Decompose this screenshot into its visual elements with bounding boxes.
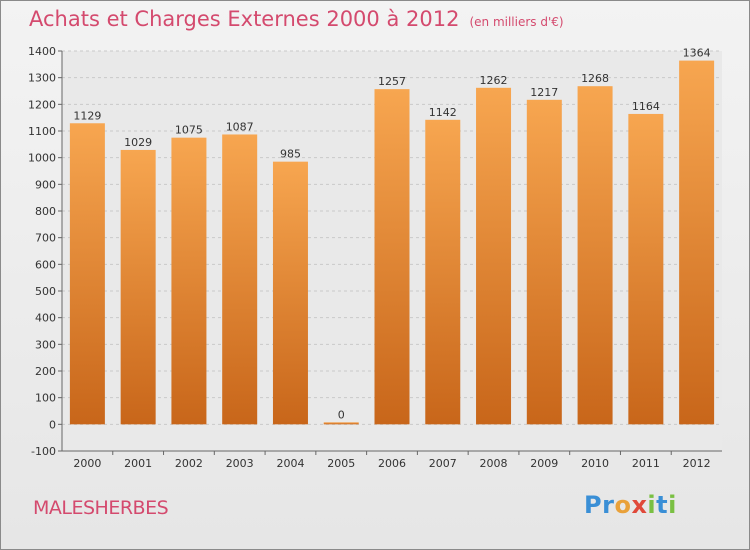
y-tick-label: 1300 [28,72,56,85]
y-tick-label: 300 [35,338,56,351]
y-tick-label: 100 [35,392,56,405]
y-tick-label: 0 [49,418,56,431]
bar [222,134,258,425]
x-tick-label: 2003 [226,457,254,470]
logo-letter: x [631,491,648,519]
x-tick-label: 2010 [581,457,609,470]
logo-letter: P [584,491,603,519]
bar-value-label: 1262 [480,74,508,87]
x-tick-label: 2008 [480,457,508,470]
y-tick-label: 200 [35,365,56,378]
commune-name: MALESHERBES [33,497,169,519]
bar-value-label: 1164 [632,100,660,113]
bar-value-label: 1129 [73,109,101,122]
bar-value-label: 1217 [530,86,558,99]
x-tick-label: 2002 [175,457,203,470]
y-tick-label: 1400 [28,45,56,58]
x-tick-label: 2006 [378,457,406,470]
bar-value-label: 1087 [226,120,254,133]
x-tick-label: 2000 [73,457,101,470]
bar [476,87,512,425]
logo-letter: o [614,491,632,519]
bar-value-label: 985 [280,148,301,161]
bar-value-label: 1075 [175,124,203,137]
bar-value-label: 1268 [581,72,609,85]
bar [69,123,105,425]
y-tick-label: 1100 [28,125,56,138]
y-tick-label: -100 [31,445,56,458]
logo-letter: r [602,491,615,519]
bar [374,89,410,425]
x-tick-label: 2012 [683,457,711,470]
y-tick-label: 500 [35,285,56,298]
y-tick-label: 600 [35,258,56,271]
bar-value-label: 1364 [683,47,711,60]
bar-value-label: 1257 [378,75,406,88]
logo-letter: i [668,491,677,519]
chart-title: Achats et Charges Externes 2000 à 2012 (e… [29,7,564,31]
x-tick-label: 2004 [276,457,304,470]
bar [272,161,308,425]
bar [171,137,207,425]
logo-letter: i [647,491,657,519]
logo-letter: t [656,491,669,519]
y-tick-label: 1200 [28,98,56,111]
bar [120,149,156,425]
bar [323,422,359,425]
y-tick-label: 400 [35,312,56,325]
y-tick-label: 900 [35,178,56,191]
bar-value-label: 1029 [124,136,152,149]
x-tick-label: 2001 [124,457,152,470]
y-tick-label: 700 [35,232,56,245]
proxiti-logo: Proxiti [584,491,677,519]
bar-value-label: 0 [338,408,345,421]
bar [679,60,715,425]
x-tick-label: 2007 [429,457,457,470]
x-tick-label: 2011 [632,457,660,470]
x-tick-label: 2005 [327,457,355,470]
y-tick-label: 1000 [28,152,56,165]
bar-value-label: 1142 [429,106,457,119]
y-tick-label: 800 [35,205,56,218]
bar [577,86,613,425]
bar [526,99,562,425]
chart-title-text: Achats et Charges Externes 2000 à 2012 [29,7,460,31]
chart-subtitle: (en milliers d'€) [469,15,564,29]
x-tick-label: 2009 [530,457,558,470]
bar [628,113,664,425]
bar [425,119,461,425]
